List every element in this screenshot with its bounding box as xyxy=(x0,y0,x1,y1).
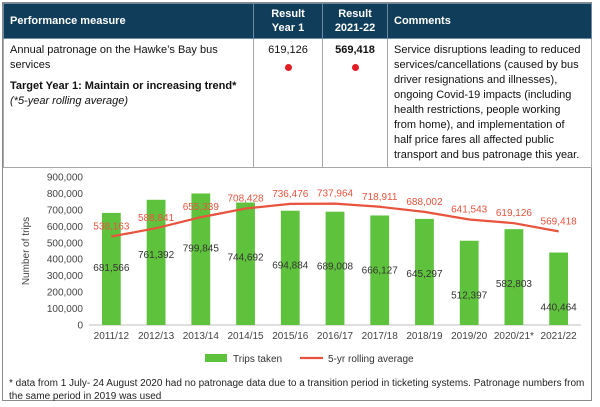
header-comments: Comments xyxy=(387,3,592,39)
x-tick-label: 2020/21* xyxy=(494,331,534,342)
line-data-label: 588,841 xyxy=(138,213,175,224)
bar-data-label: 582,803 xyxy=(496,279,533,290)
line-data-label: 655,339 xyxy=(183,202,220,213)
x-tick-label: 2017/18 xyxy=(362,331,399,342)
x-tick-label: 2012/13 xyxy=(138,331,175,342)
x-tick-label: 2019/20 xyxy=(451,331,488,342)
legend-label-trips: Trips taken xyxy=(233,354,282,365)
bar-trips-taken xyxy=(459,240,479,325)
bar-data-label: 799,845 xyxy=(183,243,220,254)
legend-label-average: 5-yr rolling average xyxy=(328,354,414,365)
bar-data-label: 645,297 xyxy=(406,269,443,280)
result-2021-22-cell: 569,418 xyxy=(322,38,388,168)
bar-trips-taken xyxy=(280,210,300,325)
header-result-2021-22: Result 2021-22 xyxy=(322,3,388,39)
target-text: Target Year 1: Maintain or increasing tr… xyxy=(10,80,237,92)
x-tick-label: 2018/19 xyxy=(406,331,443,342)
measure-cell: Annual patronage on the Hawke’s Bay bus … xyxy=(3,38,254,168)
x-tick-label: 2011/12 xyxy=(94,331,130,342)
x-tick-label: 2015/16 xyxy=(272,331,309,342)
line-data-label: 641,543 xyxy=(451,205,488,216)
comments-cell: Service disruptions leading to reduced s… xyxy=(387,38,592,168)
status-dot-year1 xyxy=(284,64,292,71)
line-data-label: 619,126 xyxy=(496,208,533,219)
y-tick-label: 0 xyxy=(77,321,83,332)
header-result-year1: Result Year 1 xyxy=(253,3,323,39)
table-row: Annual patronage on the Hawke’s Bay bus … xyxy=(3,38,592,168)
line-data-label: 718,911 xyxy=(362,192,398,203)
bar-trips-taken xyxy=(504,229,524,325)
y-axis-title: Number of trips xyxy=(21,217,32,285)
y-tick-label: 100,000 xyxy=(47,304,84,315)
line-rolling-average xyxy=(111,202,559,238)
line-data-label: 737,964 xyxy=(317,189,354,200)
x-tick-label: 2013/14 xyxy=(183,331,220,342)
bar-data-label: 761,392 xyxy=(138,250,175,261)
y-tick-label: 800,000 xyxy=(47,189,84,200)
bar-data-label: 666,127 xyxy=(362,265,399,276)
bar-trips-taken xyxy=(236,202,255,325)
bar-data-label: 689,008 xyxy=(317,262,354,273)
bar-trips-taken xyxy=(146,199,166,325)
bar-trips-taken xyxy=(370,215,390,325)
bar-trips-taken xyxy=(191,193,211,325)
x-tick-label: 2021/22 xyxy=(541,331,578,342)
bar-data-label: 440,464 xyxy=(541,303,578,314)
bar-data-label: 681,566 xyxy=(93,263,130,274)
y-tick-label: 500,000 xyxy=(47,238,84,249)
y-tick-label: 200,000 xyxy=(47,288,84,299)
table-header-row: Performance measure Result Year 1 Result… xyxy=(3,3,592,39)
status-dot-2021-22 xyxy=(351,64,359,71)
y-tick-label: 400,000 xyxy=(47,255,84,266)
line-data-label: 569,418 xyxy=(541,216,578,227)
y-tick-label: 300,000 xyxy=(47,271,84,282)
line-data-label: 708,428 xyxy=(227,194,264,205)
performance-table: Performance measure Result Year 1 Result… xyxy=(3,3,592,168)
y-tick-label: 700,000 xyxy=(47,205,84,216)
bar-trips-taken xyxy=(415,218,434,325)
bar-data-label: 512,397 xyxy=(451,291,488,302)
footnote: * data from 1 July- 24 August 2020 had n… xyxy=(9,378,585,402)
line-data-label: 736,476 xyxy=(272,189,309,200)
y-tick-label: 600,000 xyxy=(47,222,84,233)
patronage-chart: 0 100,000 200,000 300,000 400,000 500,000 600,… xyxy=(21,173,581,365)
legend-swatch-trips xyxy=(205,354,227,362)
bar-trips-taken xyxy=(549,252,569,325)
header-performance-measure: Performance measure xyxy=(3,3,254,39)
result-year1-cell: 619,126 xyxy=(253,38,323,168)
line-data-label: 688,002 xyxy=(406,197,443,208)
bar-trips-taken xyxy=(325,211,345,325)
x-tick-label: 2016/17 xyxy=(317,331,354,342)
target-note: (*5-year rolling average) xyxy=(10,95,128,107)
bar-trips-taken xyxy=(101,212,121,325)
x-tick-label: 2014/15 xyxy=(227,331,264,342)
measure-text: Annual patronage on the Hawke’s Bay bus … xyxy=(10,44,218,71)
line-data-label: 538,163 xyxy=(93,222,130,233)
bar-data-label: 694,884 xyxy=(272,261,309,272)
y-tick-label: 900,000 xyxy=(47,173,84,184)
result-2021-22-value: 569,418 xyxy=(335,44,375,56)
performance-card: Performance measure Result Year 1 Result… xyxy=(2,2,592,402)
bar-data-label: 744,692 xyxy=(227,253,264,264)
result-year1-value: 619,126 xyxy=(268,44,308,56)
comments-text: Service disruptions leading to reduced s… xyxy=(394,44,581,161)
